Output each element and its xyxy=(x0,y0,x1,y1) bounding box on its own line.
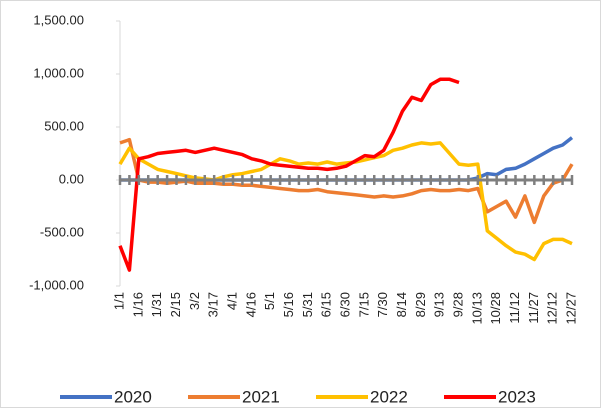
y-tick-label: 1,000.00 xyxy=(33,65,84,80)
x-tick-label: 10/28 xyxy=(488,292,503,325)
x-tick-label: 4/16 xyxy=(243,292,258,317)
x-tick-label: 7/30 xyxy=(375,292,390,317)
x-tick-label: 1/1 xyxy=(111,292,126,310)
x-tick-label: 12/12 xyxy=(545,292,560,325)
x-tick-label: 8/14 xyxy=(394,292,409,317)
x-tick-label: 5/1 xyxy=(262,292,277,310)
x-tick-label: 6/30 xyxy=(337,292,352,317)
y-tick-label: 1,500.00 xyxy=(33,12,84,27)
x-tick-label: 7/15 xyxy=(356,292,371,317)
x-tick-label: 1/16 xyxy=(130,292,145,317)
x-tick-label: 4/1 xyxy=(224,292,239,310)
y-tick-label: -1,000.00 xyxy=(29,277,84,292)
x-tick-label: 9/13 xyxy=(432,292,447,317)
legend-label: 2021 xyxy=(242,387,280,406)
x-tick-label: 10/13 xyxy=(469,292,484,325)
y-tick-label: -500.00 xyxy=(40,224,84,239)
x-tick-label: 11/27 xyxy=(526,292,541,324)
x-tick-label: 3/2 xyxy=(187,292,202,310)
x-tick-label: 5/16 xyxy=(281,292,296,317)
x-tick-label: 9/28 xyxy=(450,292,465,317)
x-tick-label: 5/31 xyxy=(300,292,315,317)
x-tick-label: 12/27 xyxy=(563,292,578,325)
legend-label: 2023 xyxy=(498,387,536,406)
legend-label: 2020 xyxy=(114,387,152,406)
x-tick-label: 2/15 xyxy=(168,292,183,317)
y-tick-label: 500.00 xyxy=(44,118,84,133)
x-tick-label: 8/29 xyxy=(413,292,428,317)
series-line xyxy=(118,77,460,272)
legend-label: 2022 xyxy=(370,387,408,406)
x-tick-label: 3/17 xyxy=(206,292,221,317)
y-tick-label: 0.00 xyxy=(59,171,84,186)
x-tick-label: 6/15 xyxy=(319,292,334,317)
x-tick-label: 11/12 xyxy=(507,292,522,324)
x-tick-label: 1/31 xyxy=(149,292,164,317)
